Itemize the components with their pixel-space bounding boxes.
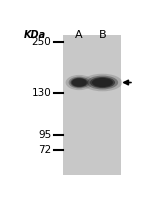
Ellipse shape: [87, 76, 118, 89]
Ellipse shape: [92, 78, 113, 87]
Bar: [63, 35, 121, 175]
Text: KDa: KDa: [23, 30, 46, 40]
Text: A: A: [75, 30, 83, 40]
Ellipse shape: [69, 77, 90, 88]
Ellipse shape: [82, 74, 122, 91]
Ellipse shape: [90, 77, 115, 88]
Ellipse shape: [70, 78, 88, 87]
Text: 72: 72: [38, 145, 51, 155]
Text: B: B: [99, 30, 106, 40]
Text: 250: 250: [32, 37, 51, 47]
Ellipse shape: [66, 75, 93, 90]
Ellipse shape: [72, 78, 87, 87]
Text: 130: 130: [32, 88, 51, 98]
Text: 95: 95: [38, 130, 51, 140]
